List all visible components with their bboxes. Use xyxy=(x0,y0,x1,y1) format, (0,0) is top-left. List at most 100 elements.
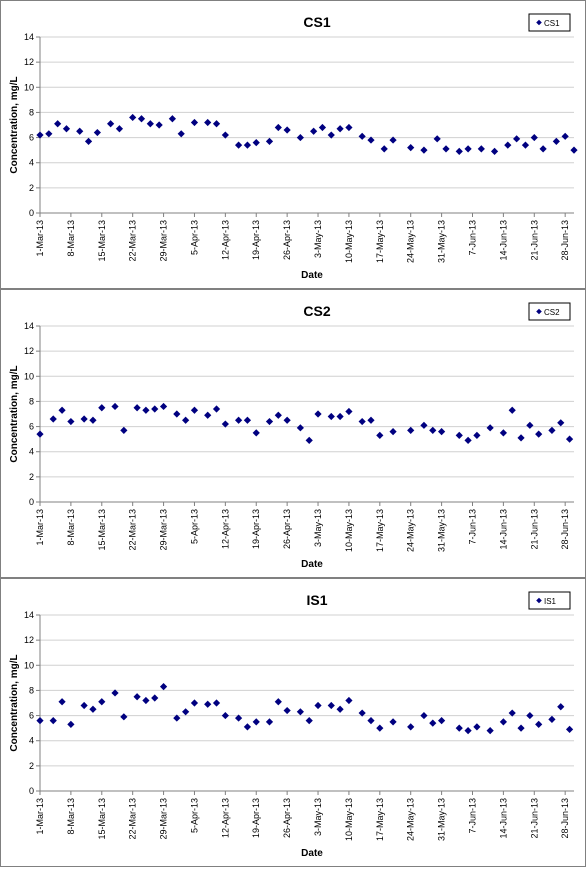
data-point xyxy=(98,698,106,706)
y-tick-label: 12 xyxy=(24,346,34,356)
data-point xyxy=(526,421,534,429)
data-point xyxy=(80,415,88,423)
y-tick-label: 0 xyxy=(29,208,34,218)
x-tick-label: 24-May-13 xyxy=(406,220,416,263)
data-point xyxy=(234,141,243,149)
chart-svg: CS1 0 2 4 6 8 10 12 14 1-Mar-13 8-Mar-13 15-Mar-13 2… xyxy=(0,0,586,289)
data-point xyxy=(380,145,388,153)
y-tick-label: 2 xyxy=(29,183,34,193)
data-point xyxy=(336,412,344,421)
data-point xyxy=(204,700,212,708)
data-point xyxy=(252,139,260,147)
x-tick-label: 5-Apr-13 xyxy=(189,220,199,255)
x-tick-label: 26-Apr-13 xyxy=(282,220,292,260)
data-point xyxy=(212,120,221,128)
legend: IS1 xyxy=(528,591,571,610)
data-point xyxy=(49,415,57,423)
data-point xyxy=(318,123,327,132)
legend-marker xyxy=(536,597,542,604)
data-point xyxy=(133,693,141,701)
x-tick-label: 14-Jun-13 xyxy=(498,798,508,839)
data-point xyxy=(204,118,212,127)
data-point xyxy=(345,696,353,705)
data-point xyxy=(310,127,318,135)
chart-frame xyxy=(0,578,586,867)
data-point xyxy=(521,141,530,149)
data-point xyxy=(455,147,463,155)
data-point xyxy=(54,120,62,128)
x-tick-label: 21-Jun-13 xyxy=(529,220,539,261)
x-tick-label: 26-Apr-13 xyxy=(282,798,292,838)
data-point xyxy=(389,136,397,144)
x-tick-label: 29-Mar-13 xyxy=(159,798,169,840)
data-point xyxy=(473,723,481,731)
x-axis-label: Date xyxy=(301,559,323,570)
series-cs1 xyxy=(36,113,578,155)
data-point xyxy=(358,417,366,426)
y-tick-label: 14 xyxy=(24,32,34,42)
data-point xyxy=(146,120,154,128)
data-point xyxy=(76,127,84,135)
data-point xyxy=(367,717,375,725)
data-point xyxy=(274,698,282,706)
data-point xyxy=(420,711,428,720)
data-point xyxy=(420,146,428,154)
y-tick-label: 4 xyxy=(29,736,34,746)
y-tick-label: 14 xyxy=(24,610,34,620)
x-tick-label: 26-Apr-13 xyxy=(282,509,292,549)
data-point xyxy=(296,133,304,142)
data-point xyxy=(367,416,375,424)
data-point xyxy=(111,402,119,411)
data-point xyxy=(221,131,229,139)
x-tick-label: 24-May-13 xyxy=(406,509,416,552)
legend-box xyxy=(528,591,571,610)
y-tick-label: 2 xyxy=(29,472,34,482)
y-tick-label: 8 xyxy=(29,107,34,117)
x-tick-label: 15-Mar-13 xyxy=(97,798,107,840)
data-point xyxy=(336,125,344,133)
y-tick-label: 8 xyxy=(29,685,34,695)
data-point xyxy=(557,419,565,427)
x-tick-label: 12-Apr-13 xyxy=(220,220,230,260)
data-point xyxy=(477,145,485,153)
data-point xyxy=(455,724,463,732)
x-tick-label: 12-Apr-13 xyxy=(220,798,230,838)
data-point xyxy=(98,404,106,412)
data-point xyxy=(67,417,75,426)
data-point xyxy=(358,132,366,140)
data-point xyxy=(490,147,499,155)
data-point xyxy=(274,411,282,419)
legend: CS2 xyxy=(528,302,571,321)
data-point xyxy=(513,135,521,143)
y-axis-label: Concentration, mg/L xyxy=(9,76,20,173)
data-point xyxy=(296,424,304,432)
data-point xyxy=(539,145,547,153)
data-point xyxy=(151,694,159,702)
chart-title: IS1 xyxy=(306,592,327,608)
x-tick-label: 17-May-13 xyxy=(375,798,385,841)
chart-title: CS1 xyxy=(303,14,330,30)
x-tick-label: 10-May-13 xyxy=(344,509,354,552)
x-tick-label: 3-May-13 xyxy=(313,220,323,258)
x-tick-label: 12-Apr-13 xyxy=(220,509,230,549)
data-point xyxy=(155,121,163,129)
data-point xyxy=(464,145,472,153)
data-point xyxy=(367,136,375,144)
x-tick-label: 21-Jun-13 xyxy=(529,509,539,550)
data-point xyxy=(182,416,190,424)
data-point xyxy=(137,115,146,123)
data-point xyxy=(142,406,150,414)
y-tick-label: 10 xyxy=(24,82,34,92)
x-tick-label: 22-Mar-13 xyxy=(128,220,138,262)
x-tick-label: 3-May-13 xyxy=(313,798,323,836)
data-point xyxy=(283,416,291,424)
x-tick-label: 8-Mar-13 xyxy=(66,220,76,257)
x-tick-label: 29-Mar-13 xyxy=(159,509,169,551)
data-point xyxy=(182,708,190,716)
data-point xyxy=(283,706,291,715)
x-tick-label: 22-Mar-13 xyxy=(128,509,138,551)
data-point xyxy=(58,406,66,414)
x-tick-label: 8-Mar-13 xyxy=(66,509,76,546)
x-tick-label: 3-May-13 xyxy=(313,509,323,547)
data-point xyxy=(336,705,344,713)
